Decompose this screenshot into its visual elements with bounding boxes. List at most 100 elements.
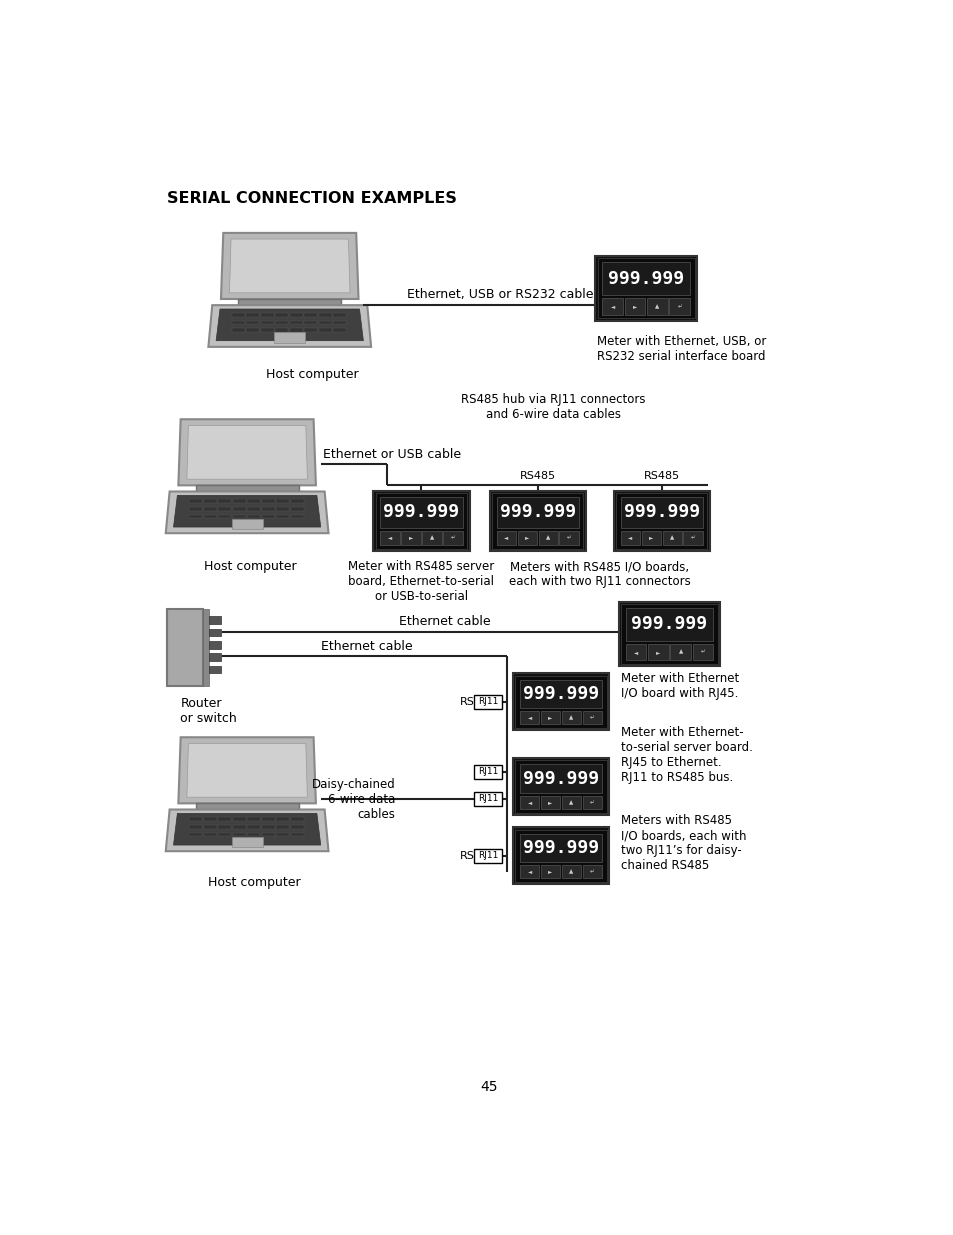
Bar xyxy=(247,825,260,829)
Text: 999.999: 999.999 xyxy=(522,839,598,857)
Text: Ethernet, USB or RS232 cable: Ethernet, USB or RS232 cable xyxy=(407,289,593,301)
Text: ◄: ◄ xyxy=(610,304,615,309)
Bar xyxy=(261,499,274,503)
Text: Host computer: Host computer xyxy=(266,368,358,380)
Polygon shape xyxy=(173,814,320,845)
Text: ↵: ↵ xyxy=(690,535,695,540)
Bar xyxy=(209,629,221,636)
Text: ►: ► xyxy=(633,304,637,309)
Bar xyxy=(189,515,202,519)
Bar xyxy=(318,312,332,316)
Bar xyxy=(618,601,720,667)
Bar xyxy=(247,499,260,503)
Bar xyxy=(519,764,601,793)
Polygon shape xyxy=(221,233,358,299)
Text: 999.999: 999.999 xyxy=(623,503,700,521)
Bar xyxy=(515,676,606,727)
Text: ◄: ◄ xyxy=(634,650,638,655)
Text: 999.999: 999.999 xyxy=(631,615,707,634)
Polygon shape xyxy=(216,309,363,341)
Text: RJ11: RJ11 xyxy=(477,794,497,803)
Polygon shape xyxy=(166,492,328,534)
Bar xyxy=(670,643,690,661)
Bar xyxy=(474,764,501,779)
Bar xyxy=(519,797,538,809)
Bar xyxy=(613,490,709,551)
Bar xyxy=(304,312,317,316)
Bar xyxy=(233,515,245,519)
Bar xyxy=(209,641,221,648)
Bar xyxy=(474,848,501,863)
Bar xyxy=(497,496,578,527)
Bar xyxy=(333,329,346,332)
Bar xyxy=(209,653,221,661)
Polygon shape xyxy=(178,737,315,803)
Text: ▲: ▲ xyxy=(545,535,550,540)
Text: ◄: ◄ xyxy=(628,535,632,540)
Bar xyxy=(195,803,298,809)
Text: ↵: ↵ xyxy=(566,535,571,540)
Bar xyxy=(304,329,317,332)
Bar xyxy=(540,711,559,724)
Bar xyxy=(276,818,289,821)
Bar xyxy=(195,485,298,492)
Bar xyxy=(646,299,667,315)
Bar xyxy=(246,312,259,316)
Bar xyxy=(276,825,289,829)
Bar xyxy=(669,299,689,315)
Bar xyxy=(582,866,601,878)
Text: 999.999: 999.999 xyxy=(522,769,598,788)
Bar xyxy=(492,493,583,548)
Bar xyxy=(598,258,694,319)
Text: ↵: ↵ xyxy=(590,715,594,720)
Bar xyxy=(189,506,202,511)
Bar xyxy=(203,818,216,821)
Text: ▲: ▲ xyxy=(569,715,573,720)
Text: ▲: ▲ xyxy=(655,304,659,309)
Bar xyxy=(274,332,305,343)
Bar xyxy=(203,832,216,836)
Bar xyxy=(291,499,303,503)
Bar xyxy=(232,321,244,325)
Bar xyxy=(233,818,245,821)
Bar xyxy=(620,604,718,664)
Bar xyxy=(238,299,341,305)
Bar xyxy=(233,832,245,836)
Bar xyxy=(540,797,559,809)
Bar xyxy=(203,825,216,829)
Bar xyxy=(232,329,244,332)
Bar xyxy=(247,506,260,511)
Polygon shape xyxy=(208,305,371,347)
Bar xyxy=(203,506,216,511)
Text: Daisy-chained
6-wire data
cables: Daisy-chained 6-wire data cables xyxy=(311,778,395,821)
Polygon shape xyxy=(187,743,307,797)
Bar xyxy=(692,643,713,661)
Bar xyxy=(291,506,303,511)
Bar xyxy=(233,506,245,511)
Bar xyxy=(620,531,639,545)
Text: ►: ► xyxy=(656,650,659,655)
Bar xyxy=(519,866,538,878)
Bar xyxy=(261,515,274,519)
Bar xyxy=(232,836,262,847)
Bar xyxy=(291,818,303,821)
Bar xyxy=(261,825,274,829)
Bar xyxy=(625,643,646,661)
Text: ↵: ↵ xyxy=(677,304,681,309)
Bar xyxy=(290,329,302,332)
Bar xyxy=(620,496,702,527)
Bar xyxy=(261,506,274,511)
Text: RJ11: RJ11 xyxy=(477,767,497,777)
Text: 999.999: 999.999 xyxy=(522,685,598,703)
Bar xyxy=(537,531,558,545)
Bar xyxy=(318,329,332,332)
Bar xyxy=(167,609,202,685)
Bar xyxy=(276,499,289,503)
Bar xyxy=(276,515,289,519)
Bar xyxy=(561,866,580,878)
Text: Host computer: Host computer xyxy=(208,876,301,889)
Bar xyxy=(274,329,288,332)
Text: ◄: ◄ xyxy=(527,715,531,720)
Polygon shape xyxy=(178,419,315,485)
Polygon shape xyxy=(187,425,307,479)
